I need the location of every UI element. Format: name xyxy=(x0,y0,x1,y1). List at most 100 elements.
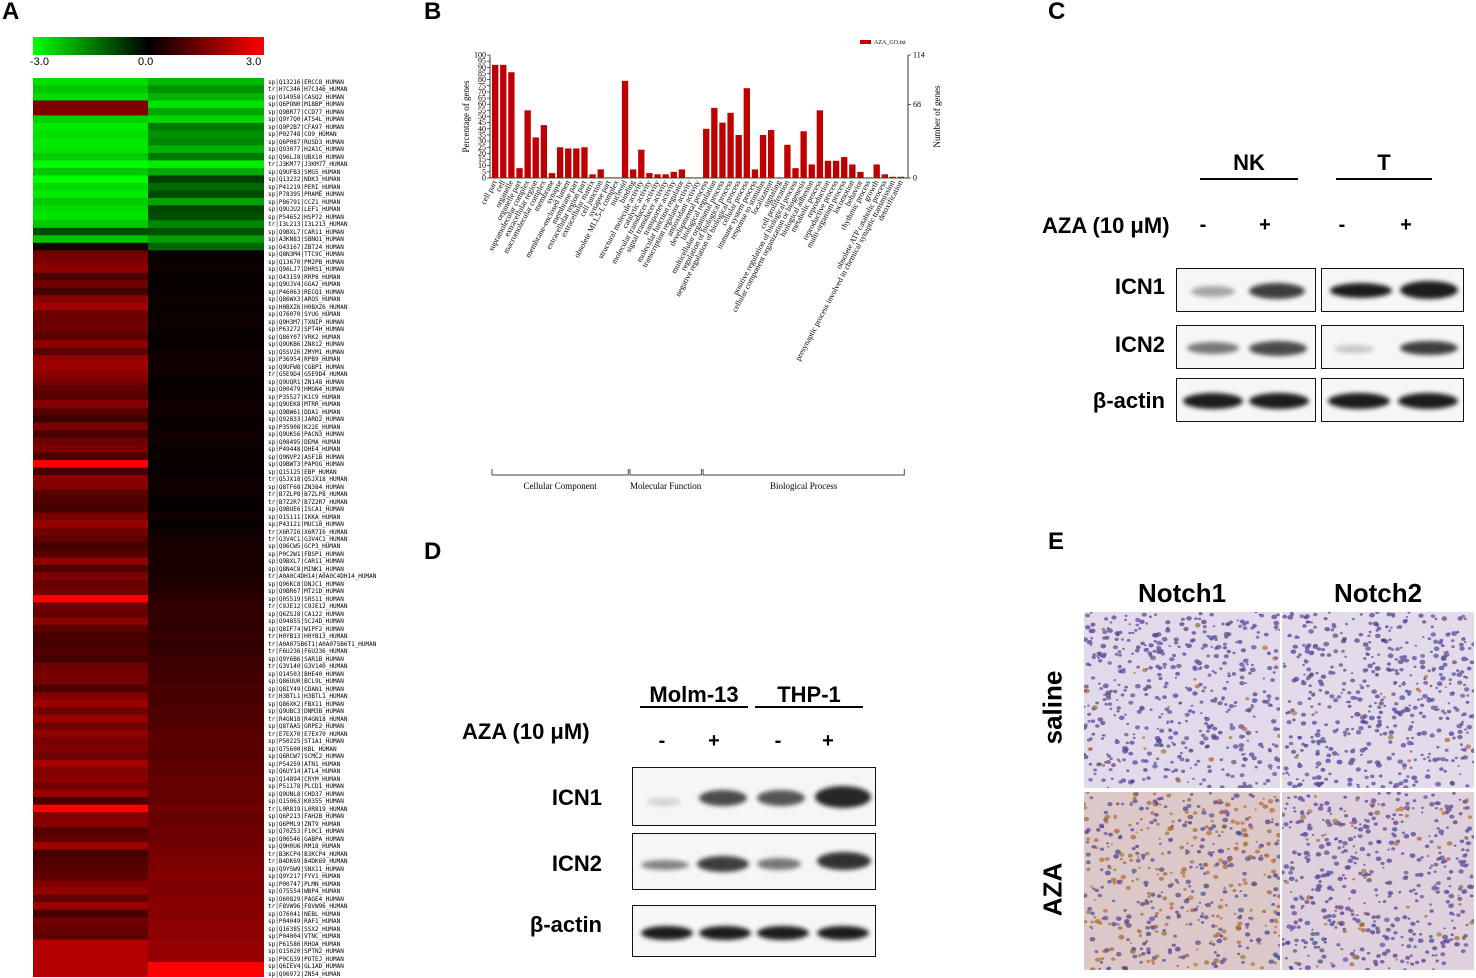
bar xyxy=(516,168,523,178)
bar xyxy=(524,110,531,178)
gene-label: sp|P61586|RHOA_HUMAN xyxy=(268,940,341,948)
heatmap-cell xyxy=(33,834,148,843)
y-tick-label: 0 xyxy=(482,174,486,183)
gene-label: sp|H0BXZ6|H0BXZ6_HUMAN xyxy=(268,303,348,311)
lane-sign: + xyxy=(708,730,720,752)
gene-label: tr|G3V4C1|G3V4C1_HUMAN xyxy=(268,535,348,543)
row-label-icn2: ICN2 xyxy=(1114,332,1165,357)
heatmap-cell xyxy=(33,280,148,289)
lane-sign: + xyxy=(1259,214,1271,236)
heatmap-cell xyxy=(33,774,148,783)
heatmap-cell xyxy=(148,557,264,566)
heatmap-cell xyxy=(148,272,264,281)
bar xyxy=(678,169,686,178)
blot-d-icn1 xyxy=(632,767,876,826)
heatmap-cell xyxy=(148,452,264,461)
gene-label: sp|Q06546|GABPA_HUMAN xyxy=(268,835,344,843)
heatmap-cell xyxy=(33,902,148,911)
heatmap-cell xyxy=(148,467,264,476)
gene-label: sp|Q9UFB3|SMG5_HUMAN xyxy=(268,168,341,176)
heatmap-cell xyxy=(33,744,148,753)
gene-label: sp|O15063|K0355_HUMAN xyxy=(268,798,344,806)
ihc-image-aza-notch2 xyxy=(1282,792,1474,970)
heatmap-cell xyxy=(148,737,264,746)
gene-label: sp|Q9UJU2|LEF1_HUMAN xyxy=(268,206,341,214)
y-tick-label: 80 xyxy=(478,75,486,84)
heatmap-cell xyxy=(148,579,264,589)
bar xyxy=(792,168,799,178)
heatmap-cell xyxy=(33,564,148,574)
gene-label: sp|Q6ZSJ8|CA122_HUMAN xyxy=(268,610,344,618)
gene-label: sp|O75600|KBL_HUMAN xyxy=(268,745,337,753)
gene-label: sp|Q8N4C8|MINK1_HUMAN xyxy=(268,565,344,573)
gene-label: tr|X6R7I6|X6R7I6_HUMAN xyxy=(268,528,348,536)
bar xyxy=(759,134,767,178)
heatmap-cell xyxy=(33,512,148,521)
heatmap-cell xyxy=(33,939,148,948)
gene-label: sp|P43121|MUC18_HUMAN xyxy=(268,521,344,528)
column-label-notch1: Notch1 xyxy=(1137,578,1227,608)
heatmap-cell xyxy=(33,452,148,461)
heatmap-cell xyxy=(33,490,148,499)
heatmap-cell xyxy=(148,130,264,139)
row-label-icn1: ICN1 xyxy=(1114,274,1165,299)
heatmap-cell xyxy=(148,167,264,176)
gene-label: sp|O76041|NEBL_HUMAN xyxy=(268,910,341,918)
gene-label: sp|Q9NVP2|ASF1B_HUMAN xyxy=(268,453,344,461)
heatmap-cell xyxy=(33,78,148,87)
heatmap-cell xyxy=(148,122,264,132)
heatmap-cell xyxy=(148,415,264,424)
bar xyxy=(865,177,872,178)
gene-label: sp|Q5SV26|ZMYM1_HUMAN xyxy=(268,348,344,356)
heatmap-cell xyxy=(148,287,264,296)
bar xyxy=(873,164,880,178)
heatmap-cell xyxy=(148,137,264,147)
heatmap-cell xyxy=(148,849,264,858)
bar xyxy=(589,174,596,178)
bar xyxy=(654,174,661,178)
gene-label: sp|Q15125|EBP_HUMAN xyxy=(268,468,337,476)
heatmap-cell xyxy=(148,490,264,499)
heatmap-cell xyxy=(148,594,264,604)
tissue-texture xyxy=(1282,612,1474,788)
gene-label: sp|Q96KC8|DNJC1_HUMAN xyxy=(268,580,344,588)
y-tick-label: 20 xyxy=(478,149,486,158)
row-label-b-actin: β-actin xyxy=(529,912,602,937)
heatmap-cell xyxy=(33,542,148,551)
heatmap-cell xyxy=(33,445,148,454)
bar xyxy=(703,128,710,178)
heatmap-cell xyxy=(33,347,148,356)
panel-label-a: A xyxy=(2,0,20,25)
heatmap-cell xyxy=(148,954,264,963)
heatmap-color-scale xyxy=(33,37,264,55)
bar xyxy=(784,144,791,178)
gene-label: sp|P41219|PERI_HUMAN xyxy=(268,183,341,191)
gene-label: tr|F6U236|F6U236_HUMAN xyxy=(268,648,348,656)
heatmap-cell xyxy=(148,317,264,326)
panel-label-c: C xyxy=(1048,0,1066,25)
bar xyxy=(646,173,653,178)
heatmap-cell xyxy=(33,460,148,469)
blot-c-icn1-t xyxy=(1321,268,1464,312)
gene-label: sp|A3KN83|SBNO1_HUMAN xyxy=(268,236,344,244)
heatmap-cell xyxy=(33,257,148,266)
gene-label: sp|O14958|CASQ2_HUMAN xyxy=(268,93,344,101)
heatmap-gene-labels: sp|Q13216|ERCC8_HUMAN tr|H7C346|H7C346_HU… xyxy=(268,79,438,978)
gene-label: sp|Q86XK2|FBX11_HUMAN xyxy=(268,700,344,708)
group-line-nk xyxy=(1200,178,1298,180)
bar xyxy=(548,173,556,178)
y-tick-right-label: 68 xyxy=(913,100,921,109)
group-label-nk: NK xyxy=(1233,150,1265,175)
tissue-texture xyxy=(1084,612,1280,788)
gene-label: sp|Q9Y5W9|SNX11_HUMAN xyxy=(268,865,344,873)
heatmap-cell xyxy=(148,85,264,94)
heatmap-cell xyxy=(148,654,264,663)
gene-label: tr|I3L213|I3L213_HUMAN xyxy=(268,221,348,229)
heatmap-cell xyxy=(148,280,264,289)
heatmap-cell xyxy=(148,782,264,791)
bar xyxy=(573,148,580,178)
heatmap-cell xyxy=(148,894,264,903)
bar xyxy=(768,130,775,178)
heatmap-cell xyxy=(148,834,264,843)
gene-label: sp|O60829|PAGE4_HUMAN xyxy=(268,895,344,903)
